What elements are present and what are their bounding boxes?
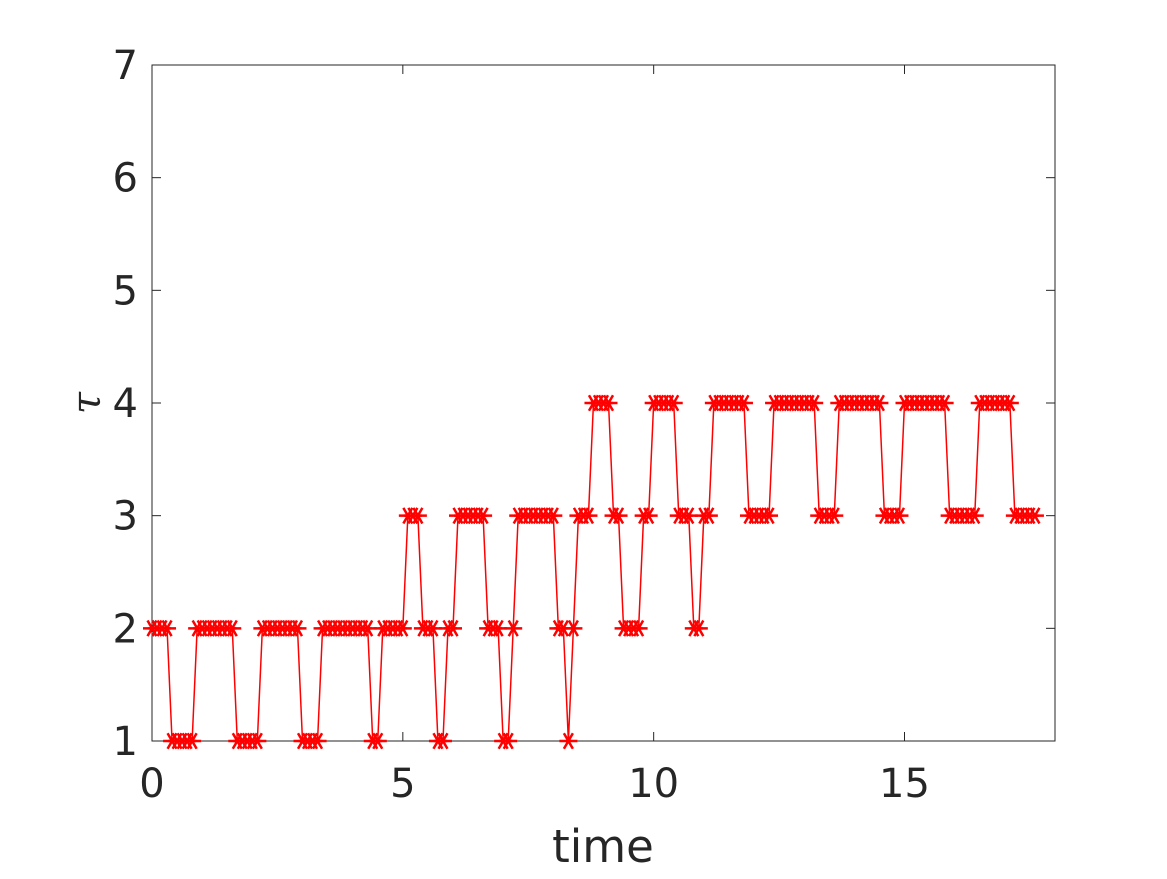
data-marker (554, 619, 573, 637)
y-tick-label: 2 (113, 606, 138, 652)
x-tick-label: 15 (879, 761, 930, 807)
y-tick-label: 6 (113, 156, 138, 202)
data-marker (599, 394, 618, 412)
data-marker (423, 619, 442, 637)
data-marker (639, 507, 658, 525)
data-marker (935, 394, 954, 412)
y-tick-label: 5 (113, 268, 138, 314)
data-marker (1025, 507, 1044, 525)
x-tick-label: 10 (628, 761, 679, 807)
y-tick-label: 3 (113, 494, 138, 540)
data-marker (433, 732, 452, 750)
data-marker (1000, 394, 1019, 412)
data-marker (248, 732, 267, 750)
data-marker (890, 507, 909, 525)
y-tick-label: 1 (113, 719, 138, 765)
y-axis-label: τ (64, 391, 110, 414)
data-marker (444, 619, 462, 637)
data-marker (474, 507, 493, 525)
data-marker (699, 507, 718, 525)
data-marker (609, 507, 628, 525)
data-marker (679, 507, 698, 525)
data-marker (368, 732, 387, 750)
data-marker (579, 507, 598, 525)
data-marker (489, 619, 508, 637)
x-axis-label: time (552, 820, 654, 873)
data-marker (504, 619, 523, 637)
data-marker (308, 732, 327, 750)
data-marker (629, 619, 648, 637)
x-tick-label: 5 (390, 761, 415, 807)
data-marker (564, 619, 583, 637)
data-marker (734, 394, 753, 412)
data-marker (689, 619, 708, 637)
data-marker (499, 732, 518, 750)
data-marker (664, 394, 683, 412)
data-marker (223, 619, 242, 637)
data-marker (760, 507, 779, 525)
data-marker (183, 732, 202, 750)
data-marker (393, 619, 412, 637)
y-tick-label: 7 (113, 43, 138, 89)
data-marker (870, 394, 889, 412)
data-marker (288, 619, 307, 637)
data-marker (358, 619, 377, 637)
data-marker (965, 507, 984, 525)
y-tick-label: 4 (113, 381, 138, 427)
data-marker (825, 507, 844, 525)
data-marker (544, 507, 563, 525)
x-tick-label: 0 (139, 761, 164, 807)
data-marker (158, 619, 177, 637)
data-marker (805, 394, 824, 412)
data-marker (408, 507, 427, 525)
data-marker (559, 732, 578, 750)
